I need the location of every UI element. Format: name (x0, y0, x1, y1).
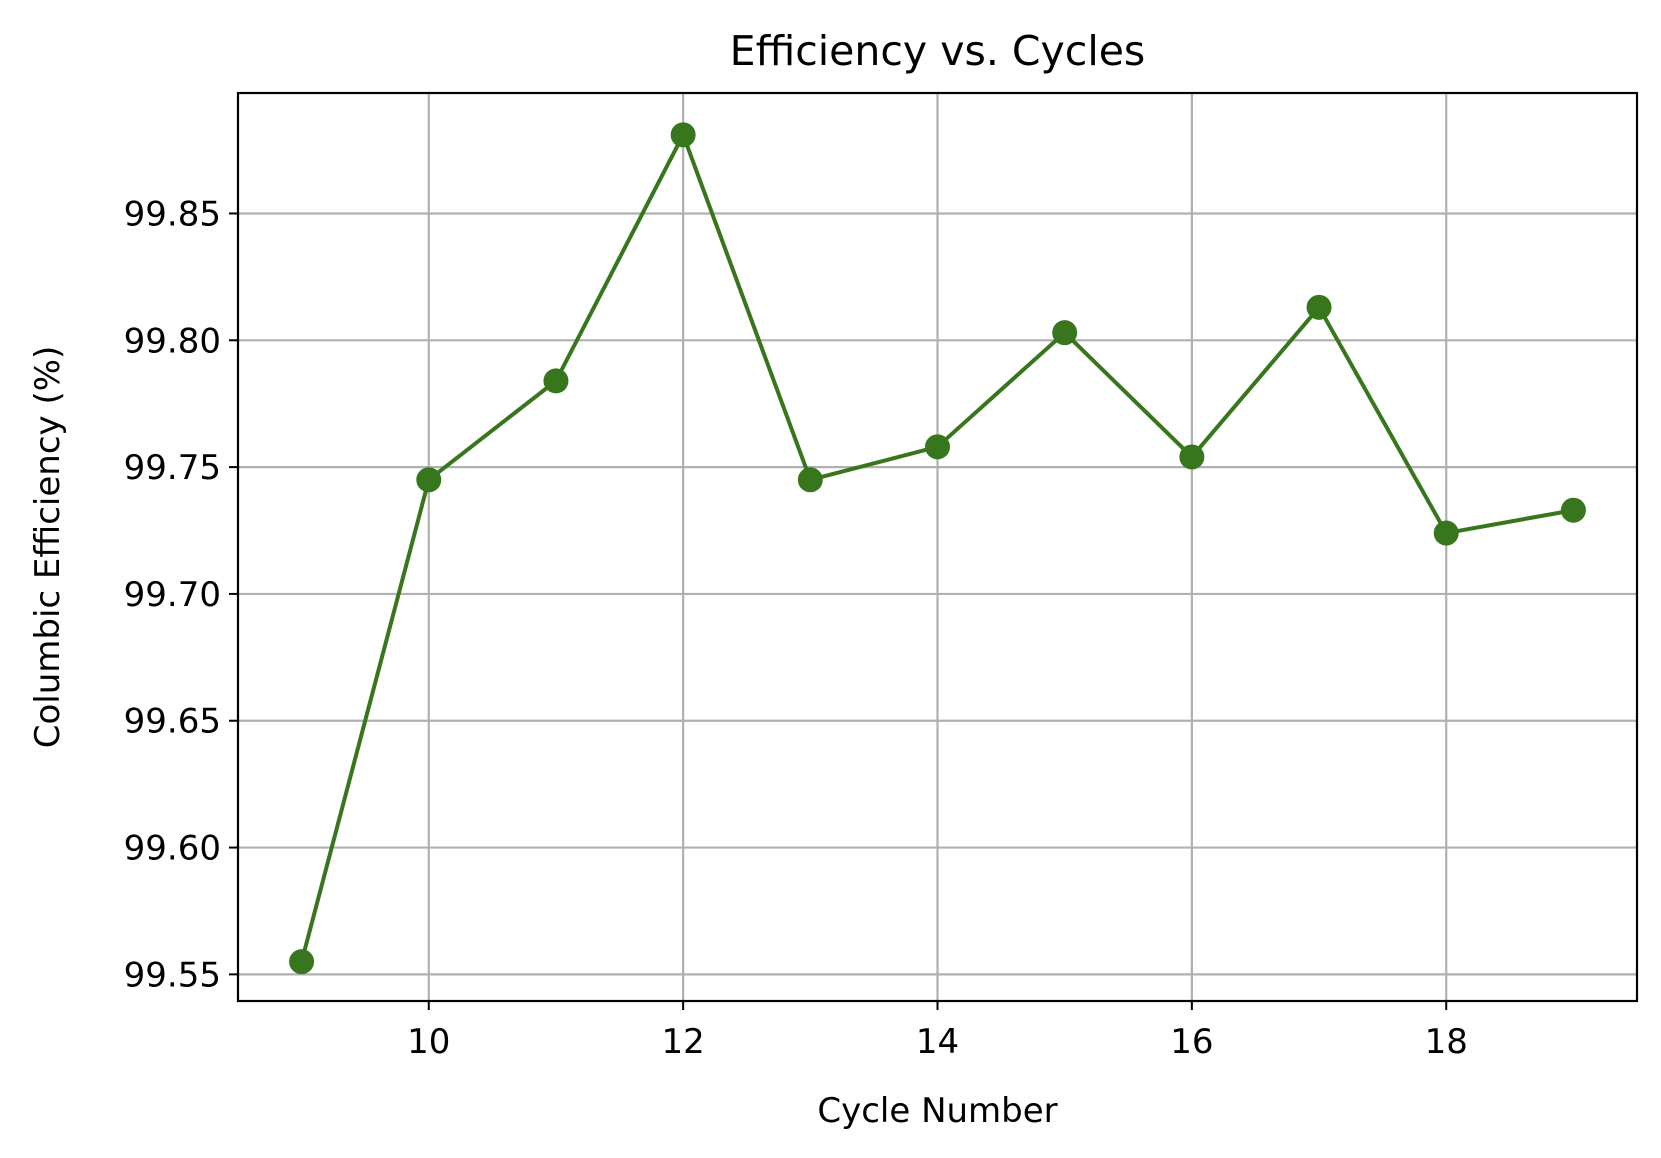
x-axis-ticks: 10 12 14 16 18 (407, 1001, 1468, 1062)
y-tick-label: 99.85 (124, 194, 221, 234)
x-axis-title: Cycle Number (817, 1091, 1057, 1131)
data-point (925, 434, 950, 460)
y-tick-label: 99.55 (124, 955, 221, 995)
y-tick-label: 99.70 (124, 575, 221, 615)
x-tick-label: 12 (662, 1022, 705, 1062)
y-axis-ticks: 99.55 99.60 99.65 99.70 99.75 99.80 99.85 (124, 194, 238, 995)
data-point (416, 467, 442, 493)
data-point (543, 368, 569, 394)
data-point (1052, 320, 1078, 346)
data-point (289, 949, 315, 975)
series-layer (289, 122, 1586, 975)
data-point (1433, 520, 1459, 546)
data-point (1179, 444, 1205, 470)
data-point (670, 122, 696, 148)
data-point (1306, 294, 1332, 320)
y-tick-label: 99.65 (124, 702, 221, 742)
grid-lines (238, 93, 1637, 1001)
y-axis-title: Columbic Efficiency (%) (28, 346, 68, 749)
x-tick-label: 14 (916, 1022, 959, 1062)
y-tick-label: 99.60 (124, 829, 221, 869)
x-tick-label: 18 (1425, 1022, 1468, 1062)
y-tick-label: 99.80 (124, 321, 221, 361)
x-tick-label: 10 (407, 1022, 450, 1062)
y-tick-label: 99.75 (124, 448, 221, 488)
data-point (797, 467, 823, 493)
x-tick-label: 16 (1170, 1022, 1213, 1062)
chart-title: Efficiency vs. Cycles (730, 27, 1146, 75)
data-point (1560, 497, 1586, 523)
